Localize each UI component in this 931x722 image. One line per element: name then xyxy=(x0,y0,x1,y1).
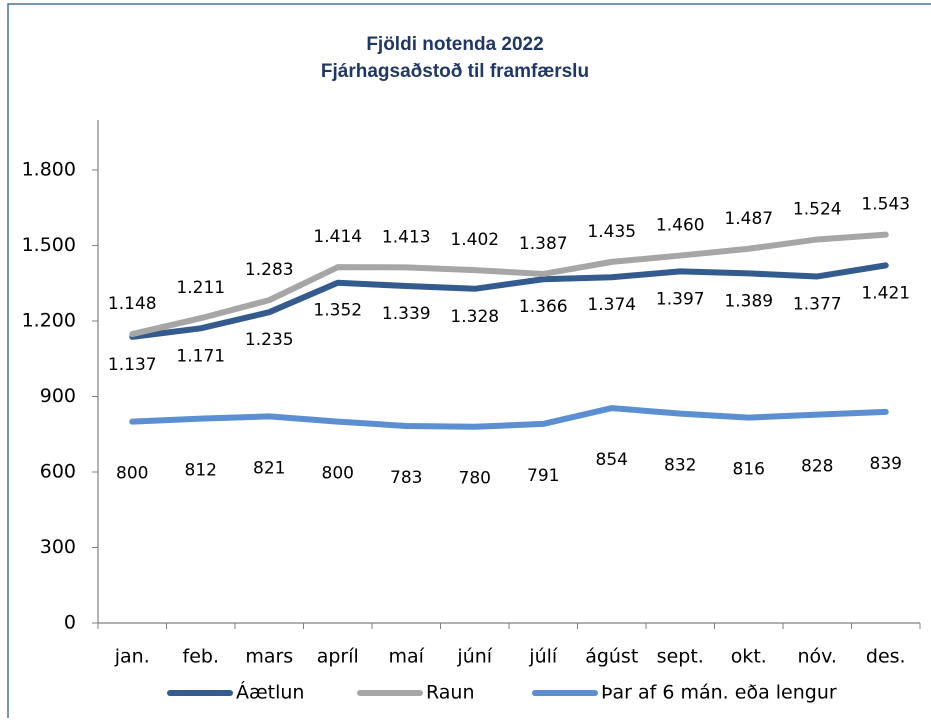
data-label: 1.487 xyxy=(724,209,773,229)
x-tick-label: feb. xyxy=(183,646,219,668)
x-tick-label: maí xyxy=(389,646,425,668)
series-line xyxy=(129,405,889,430)
data-label: 1.421 xyxy=(861,283,910,303)
data-label: 1.374 xyxy=(587,295,636,315)
data-label: 1.339 xyxy=(382,304,431,324)
y-tick-label: 1.500 xyxy=(22,234,76,256)
data-label: 791 xyxy=(527,466,559,486)
data-label: 1.435 xyxy=(587,222,636,242)
data-label: 1.387 xyxy=(519,234,568,254)
y-tick-label: 1.200 xyxy=(22,310,76,332)
legend-label: Áætlun xyxy=(236,681,304,704)
data-label: 780 xyxy=(459,469,491,489)
legend-label: Raun xyxy=(426,682,475,704)
series-line xyxy=(129,262,889,340)
x-tick-label: mars xyxy=(245,646,293,668)
chart-frame xyxy=(7,3,931,722)
x-tick-label: des. xyxy=(866,646,906,668)
data-label: 1.148 xyxy=(108,294,157,314)
data-label: 1.524 xyxy=(793,199,842,219)
data-label: 800 xyxy=(322,464,354,484)
data-label: 1.389 xyxy=(724,291,773,311)
data-label: 839 xyxy=(870,454,902,474)
data-label: 1.352 xyxy=(313,301,362,321)
data-label: 800 xyxy=(116,464,148,484)
x-tick-label: apríl xyxy=(317,646,359,668)
data-label: 1.543 xyxy=(861,195,910,215)
chart-title: Fjöldi notenda 2022 xyxy=(366,34,543,55)
series-line xyxy=(129,231,889,338)
chart-subtitle: Fjárhagsaðstoð til framfærslu xyxy=(321,61,589,82)
y-tick-label: 600 xyxy=(40,461,76,483)
x-tick-label: okt. xyxy=(731,646,767,668)
data-label: 1.283 xyxy=(245,260,294,280)
data-label: 1.366 xyxy=(519,297,568,317)
x-tick-label: nóv. xyxy=(798,646,837,668)
data-label: 1.137 xyxy=(108,355,157,375)
data-label: 1.211 xyxy=(176,278,225,298)
data-label: 1.377 xyxy=(793,294,842,314)
data-label: 821 xyxy=(253,458,285,478)
data-label: 1.397 xyxy=(656,289,705,309)
y-tick-label: 300 xyxy=(40,536,76,558)
legend-label: Þar af 6 mán. eða lengur xyxy=(601,682,837,704)
data-label: 854 xyxy=(596,450,628,470)
data-label: 1.414 xyxy=(313,227,362,247)
data-label: 816 xyxy=(733,460,765,480)
y-tick-label: 1.800 xyxy=(22,159,76,181)
x-tick-label: júlí xyxy=(528,646,558,668)
x-tick-label: jan. xyxy=(114,646,150,668)
data-label: 1.413 xyxy=(382,227,431,247)
x-tick-label: ágúst xyxy=(585,646,638,668)
data-label: 812 xyxy=(185,461,217,481)
data-label: 1.402 xyxy=(450,230,499,250)
data-label: 1.171 xyxy=(176,346,225,366)
y-tick-label: 0 xyxy=(64,612,76,634)
data-label: 828 xyxy=(801,457,833,477)
data-label: 1.460 xyxy=(656,216,705,236)
y-tick-label: 900 xyxy=(40,385,76,407)
x-tick-label: júní xyxy=(456,646,492,668)
data-label: 1.328 xyxy=(450,307,499,327)
data-label: 832 xyxy=(664,456,696,476)
data-label: 1.235 xyxy=(245,330,294,350)
x-tick-label: sept. xyxy=(657,646,704,668)
data-label: 783 xyxy=(390,468,422,488)
